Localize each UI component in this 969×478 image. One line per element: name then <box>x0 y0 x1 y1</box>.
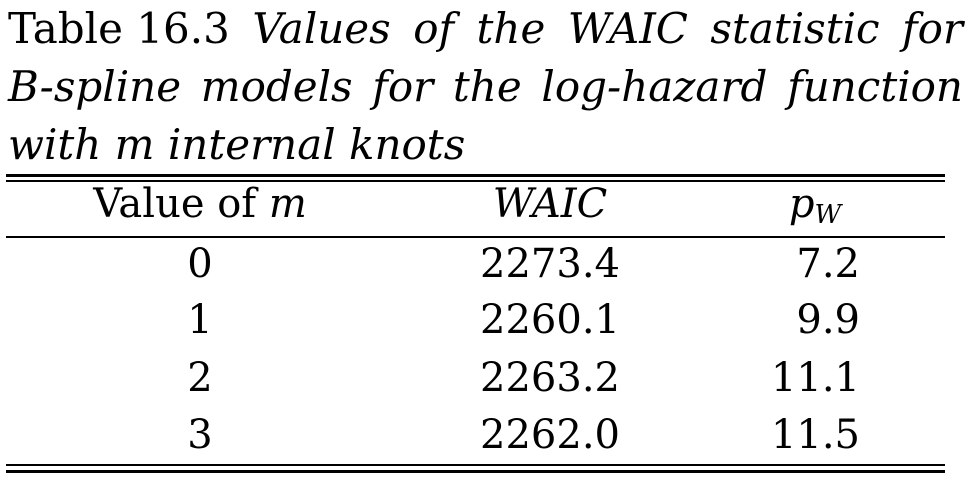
table-cell-m: 2 <box>187 355 213 401</box>
caption-word: function <box>787 62 963 111</box>
caption-word: log-hazard <box>541 62 768 111</box>
caption-word: statistic <box>710 4 880 53</box>
caption-word: WAIC <box>567 4 688 53</box>
caption-line-2: B-spline models for the log-hazard funct… <box>8 58 963 116</box>
table-cell-m: 0 <box>187 241 213 287</box>
table-bottom-rule <box>6 470 945 473</box>
caption-line-3: with m internal knots <box>8 116 963 174</box>
table-caption: Table 16.3 Values of the WAIC statistic … <box>8 0 963 174</box>
caption-word: of <box>413 4 455 53</box>
caption-word: for <box>372 62 434 111</box>
caption-label: Table 16.3 <box>8 4 230 53</box>
table-cell-m: 1 <box>187 297 213 343</box>
caption-word: models <box>200 62 353 111</box>
caption-line-1: Table 16.3 Values of the WAIC statistic … <box>8 0 963 58</box>
table-cell-waic: 2263.2 <box>480 355 620 401</box>
table-cell-pw: 11.5 <box>770 412 860 458</box>
table-top-rule <box>6 174 945 177</box>
table-cell-waic: 2260.1 <box>480 297 620 343</box>
table-bottom-rule-inner <box>6 464 945 466</box>
header-col1-var: m <box>268 181 307 227</box>
caption-word: for <box>902 4 963 53</box>
table-cell-pw: 11.1 <box>770 355 860 401</box>
caption-word: B-spline <box>8 62 182 111</box>
table-cell-waic: 2273.4 <box>480 241 620 287</box>
header-pw-sub: W <box>814 200 842 230</box>
caption-word: the <box>476 4 546 53</box>
header-waic: WAIC <box>492 181 608 227</box>
table-cell-m: 3 <box>187 412 213 458</box>
table-top-rule-inner <box>6 180 945 182</box>
caption-text: internal knots <box>167 120 466 169</box>
caption-variable: m <box>114 120 155 169</box>
caption-word: the <box>452 62 522 111</box>
caption-word: Values <box>252 4 391 53</box>
header-pw-main: p <box>788 181 815 227</box>
caption-text: with <box>8 120 102 169</box>
header-pw: pW <box>760 180 870 239</box>
table-cell-pw: 7.2 <box>796 241 860 287</box>
table-cell-pw: 9.9 <box>796 297 860 343</box>
header-value-of-m: Value of m <box>60 180 340 228</box>
table-header-rule <box>6 236 945 238</box>
header-col1-text: Value of <box>93 181 257 227</box>
table-cell-waic: 2262.0 <box>480 412 620 458</box>
